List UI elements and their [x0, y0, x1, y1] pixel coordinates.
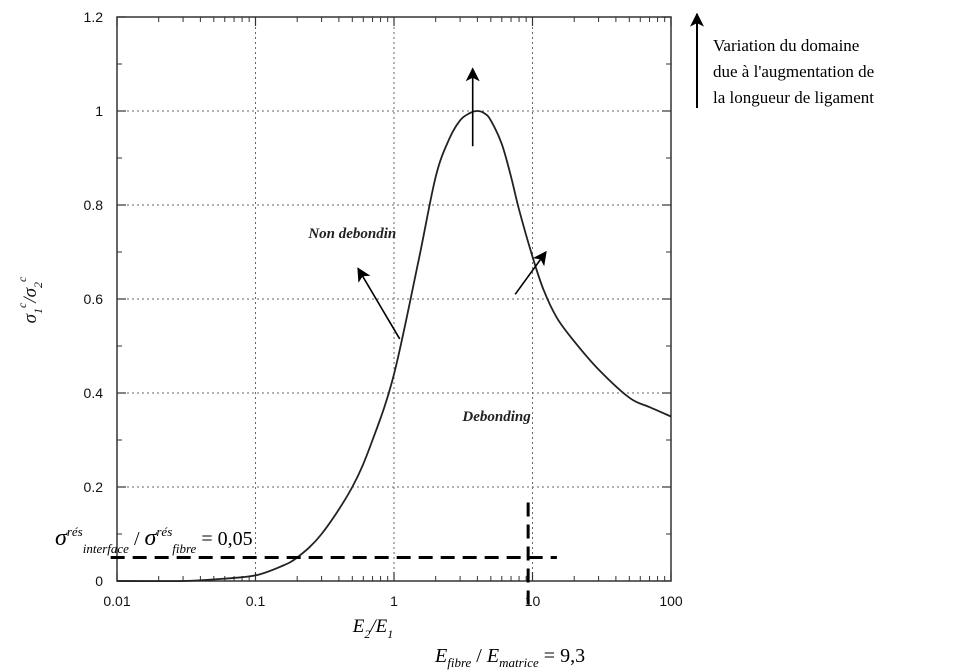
region-labels: Non debondin Debonding [307, 226, 531, 425]
x-tick-label: 100 [659, 593, 683, 609]
y-tick-label: 0 [95, 573, 103, 589]
x-tick-labels: 0.01 0.1 1 10 100 [103, 593, 683, 609]
y-tick-labels: 0 0.2 0.4 0.6 0.8 1 1.2 [84, 9, 104, 589]
y-tick-label: 1 [95, 103, 103, 119]
shift-arrows [357, 67, 547, 340]
legend-line-1: Variation du domaine [713, 36, 859, 55]
y-axis-label: σ1c/σ2c [15, 276, 45, 323]
grid [117, 17, 671, 581]
x-tick-label: 0.1 [246, 593, 266, 609]
x-tick-label: 1 [390, 593, 398, 609]
x-axis-label: E2/E1 [352, 616, 394, 641]
x-tick-label: 0.01 [103, 593, 130, 609]
tick-marks [116, 16, 672, 582]
y-tick-label: 0.8 [84, 197, 104, 213]
dashed-reference-lines [110, 501, 557, 605]
shift-arrow [357, 267, 401, 340]
series-line [116, 110, 672, 583]
y-tick-label: 0.2 [84, 479, 104, 495]
interface-stress-ratio-annotation: σrésinterface / σrésfibre = 0,05 [55, 524, 253, 556]
legend-line-3: la longueur de ligament [713, 88, 874, 107]
y-tick-label: 0.4 [84, 385, 104, 401]
modulus-ratio-annotation: Efibre / Ematrice = 9,3 [434, 645, 585, 670]
y-tick-label: 0.6 [84, 291, 104, 307]
region-label: Non debondin [307, 226, 396, 242]
y-tick-label: 1.2 [84, 9, 104, 25]
legend-line-2: due à l'augmentation de [713, 62, 874, 81]
shift-arrow [514, 250, 547, 295]
region-label: Debonding [461, 409, 531, 425]
